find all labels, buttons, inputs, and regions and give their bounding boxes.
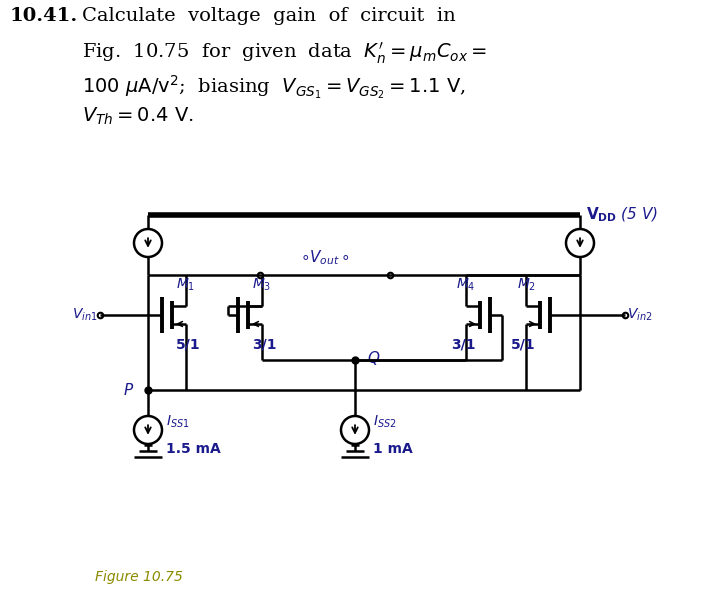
Text: $V_{in1}$: $V_{in1}$ xyxy=(72,307,98,323)
Text: Calculate  voltage  gain  of  circuit  in: Calculate voltage gain of circuit in xyxy=(82,7,456,25)
Text: 3/1: 3/1 xyxy=(452,337,476,351)
Text: $I_{SS1}$: $I_{SS1}$ xyxy=(166,414,190,430)
Text: $Q$: $Q$ xyxy=(367,349,381,367)
Text: $M_1$: $M_1$ xyxy=(176,276,195,293)
Text: $V_{Th} = 0.4\ \mathrm{V}$.: $V_{Th} = 0.4\ \mathrm{V}$. xyxy=(82,106,194,127)
Text: 3/1: 3/1 xyxy=(252,337,277,351)
Text: 1 mA: 1 mA xyxy=(373,442,413,456)
Text: 5/1: 5/1 xyxy=(511,337,536,351)
Text: Figure 10.75: Figure 10.75 xyxy=(95,570,183,584)
Text: Fig.  10.75  for  given  data  $K_n^{\prime} = \mu_m C_{ox} =$: Fig. 10.75 for given data $K_n^{\prime} … xyxy=(82,40,487,65)
Text: 5/1: 5/1 xyxy=(176,337,201,351)
Text: $M_3$: $M_3$ xyxy=(252,276,272,293)
Text: 10.41.: 10.41. xyxy=(10,7,78,25)
Text: $\circ V_{out}\circ$: $\circ V_{out}\circ$ xyxy=(300,248,350,267)
Text: 1.5 mA: 1.5 mA xyxy=(166,442,220,456)
Text: $M_4$: $M_4$ xyxy=(457,276,476,293)
Text: $M_2$: $M_2$ xyxy=(517,276,536,293)
Text: $100\ \mu\mathrm{A/v}^2$;  biasing  $V_{GS_1} = V_{GS_2} = 1.1\ \mathrm{V}$,: $100\ \mu\mathrm{A/v}^2$; biasing $V_{GS… xyxy=(82,73,466,100)
Text: $I_{SS2}$: $I_{SS2}$ xyxy=(373,414,396,430)
Text: $\mathbf{V_{DD}}$ (5 V): $\mathbf{V_{DD}}$ (5 V) xyxy=(586,206,658,224)
Text: $V_{in2}$: $V_{in2}$ xyxy=(627,307,652,323)
Text: $P$: $P$ xyxy=(123,382,134,398)
